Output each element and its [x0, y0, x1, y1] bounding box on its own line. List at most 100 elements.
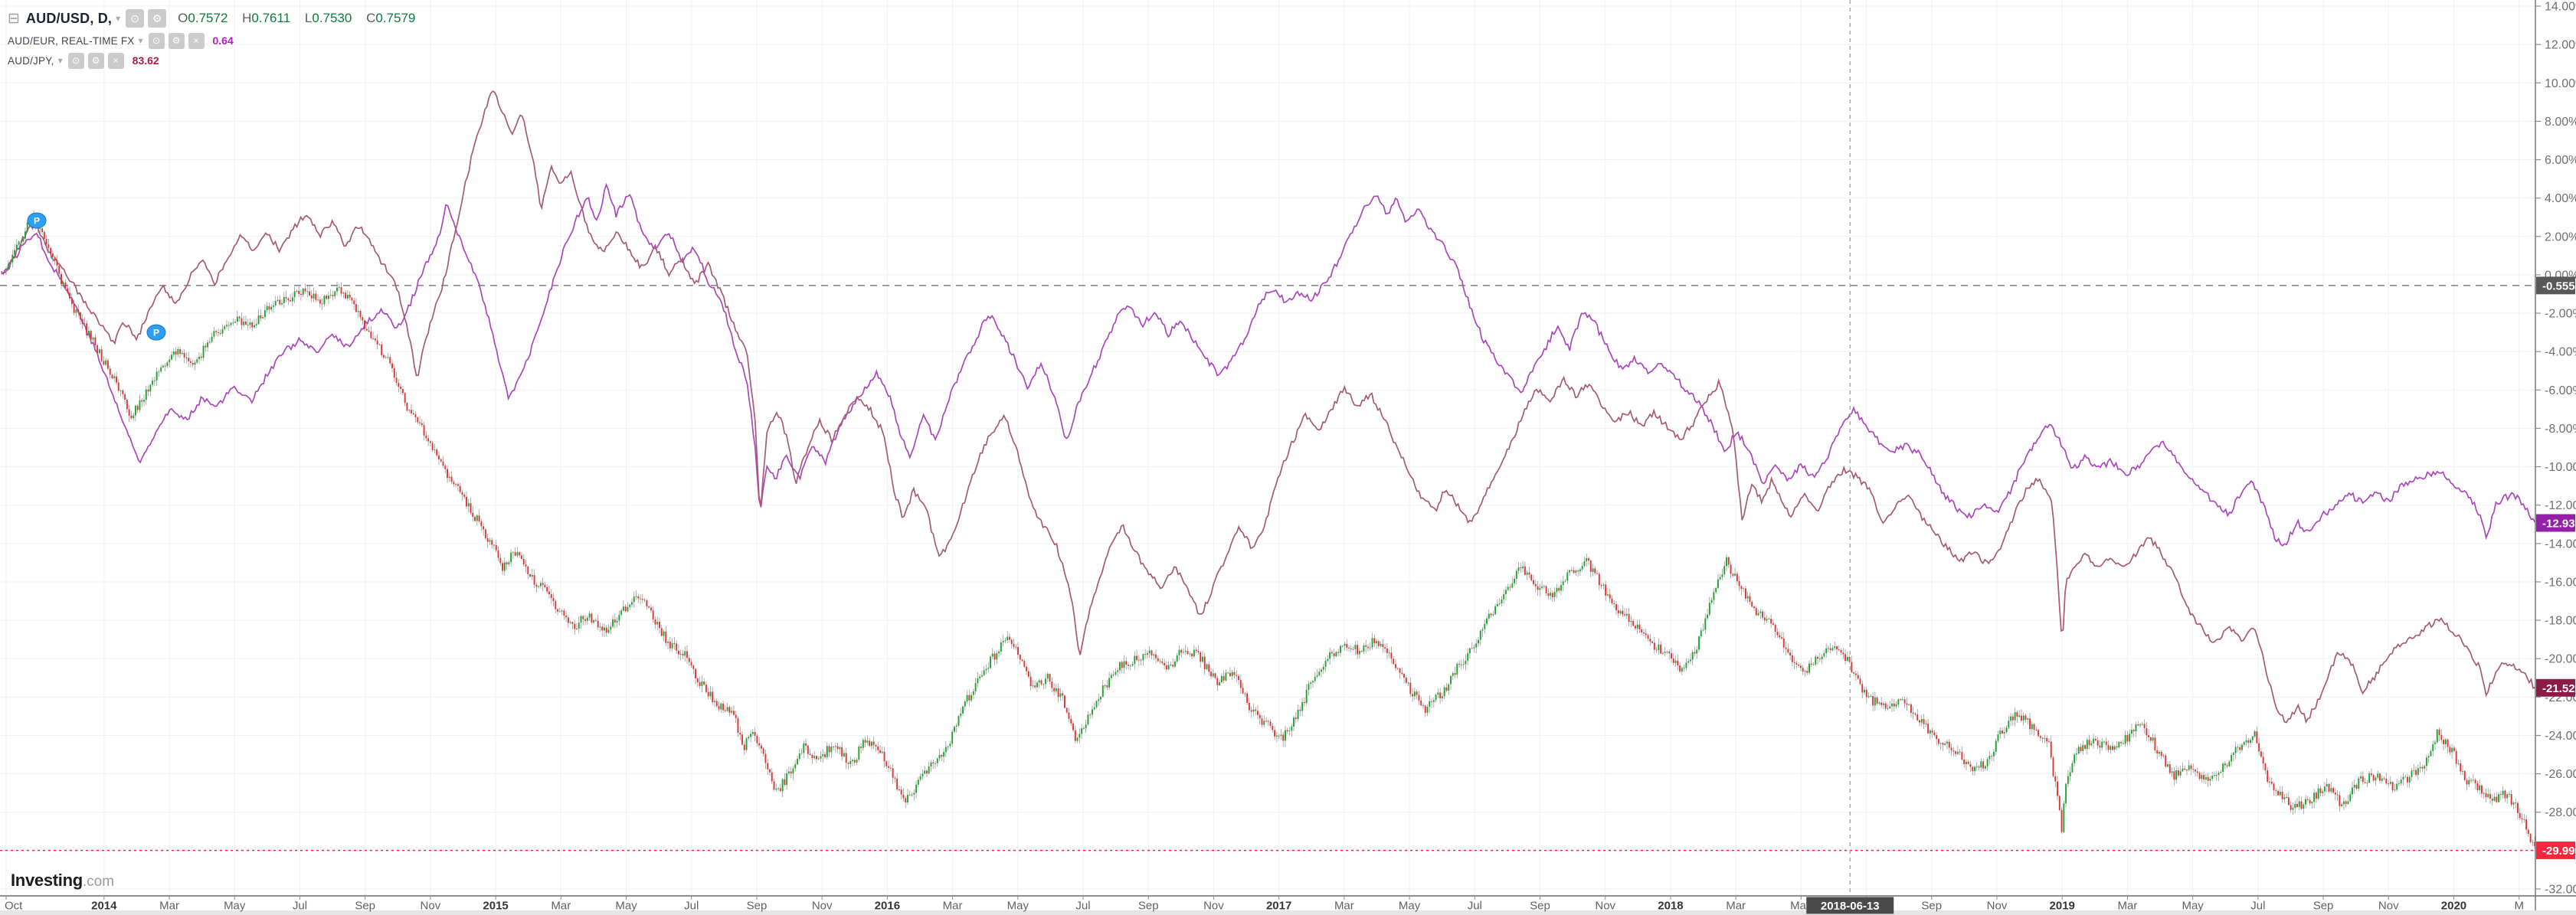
y-axis-tick-label: 8.00%	[2545, 116, 2576, 129]
series-line-aud-eur[interactable]	[0, 182, 2536, 547]
x-axis-tick-label: Mar	[1334, 900, 1354, 913]
x-axis-tick-label: 2020	[2441, 900, 2466, 913]
svg-text:-29.99%: -29.99%	[2542, 845, 2576, 858]
series-line-aud-jpy[interactable]	[1, 90, 2535, 724]
y-axis-tick-label: -26.00%	[2545, 768, 2576, 781]
compare-symbol-audjpy[interactable]: AUD/JPY,	[8, 54, 54, 67]
audeur-last-value: 0.64	[212, 34, 234, 47]
y-axis-tick-label: -6.00%	[2545, 384, 2576, 397]
compare-symbol-audeur[interactable]: AUD/EUR, REAL-TIME FX	[8, 34, 135, 47]
x-axis-tick-label: Mar	[2117, 900, 2137, 913]
series-candles-aud-usd[interactable]	[5, 210, 2536, 849]
svg-text:2018-06-13: 2018-06-13	[1821, 900, 1880, 913]
y-axis-tick-label: -20.00%	[2545, 653, 2576, 666]
x-axis-tick-label: 2019	[2050, 900, 2075, 913]
x-axis-tick-label: Jul	[1468, 900, 1482, 913]
compare-series	[0, 90, 2536, 724]
y-axis-tick-label: -10.00%	[2545, 461, 2576, 474]
x-axis-tick-label: Sep	[1530, 900, 1550, 913]
legend-row-audjpy: AUD/JPY, ▾ ⊙ ⚙ × 83.62	[8, 51, 426, 70]
x-axis-tick-label: Mar	[943, 900, 963, 913]
x-axis-tick-label: Sep	[1138, 900, 1159, 913]
y-axis-tick-label: -2.00%	[2545, 308, 2576, 321]
y-axis-tick-label: -14.00%	[2545, 538, 2576, 551]
x-axis-tick-label: Nov	[421, 900, 441, 913]
y-axis-tick-label: 6.00%	[2545, 154, 2576, 167]
legend: ⊟ AUD/USD, D, ▾ ⊙ ⚙ O0.7572 H0.7611 L0.7…	[8, 6, 426, 70]
low-label: L	[304, 11, 313, 25]
symbol-title[interactable]: AUD/USD, D,	[25, 10, 113, 26]
x-axis-tick-label: Nov	[812, 900, 833, 913]
legend-row-audusd: ⊟ AUD/USD, D, ▾ ⊙ ⚙ O0.7572 H0.7611 L0.7…	[8, 6, 426, 31]
y-axis-ticks: 14.00%12.00%10.00%8.00%6.00%4.00%2.00%0.…	[2535, 1, 2576, 897]
y-axis-tick-label: 2.00%	[2545, 230, 2576, 243]
svg-text:-21.52%: -21.52%	[2542, 682, 2576, 695]
investing-com-logo: Investing.com	[11, 872, 114, 891]
x-axis-tick-label: Nov	[1595, 900, 1615, 913]
svg-text:P: P	[153, 328, 159, 338]
y-axis-tick-label: 12.00%	[2545, 39, 2576, 52]
collapse-legend-icon[interactable]: ⊟	[8, 10, 20, 27]
x-axis-tick-label: 2016	[875, 900, 900, 913]
audeur-last-label: -12.93%	[2536, 514, 2576, 532]
x-axis-tick-label: May	[2182, 900, 2204, 913]
y-axis-tick-label: -32.00%	[2545, 884, 2576, 897]
audusd-baseline-label: -0.5554	[2536, 276, 2576, 295]
chevron-down-icon[interactable]: ▾	[138, 35, 143, 46]
y-axis-area[interactable]	[2536, 0, 2576, 915]
x-axis-tick-label: Sep	[1921, 900, 1942, 913]
x-axis-tick-label: 2018	[1658, 900, 1683, 913]
y-axis-tick-label: -12.00%	[2545, 499, 2576, 512]
hide-series-button[interactable]: ⊙	[148, 32, 165, 49]
audjpy-last-label: -21.52%	[2536, 678, 2576, 697]
position-marker[interactable]: P	[27, 212, 47, 229]
x-axis-tick-label: Nov	[1203, 900, 1224, 913]
y-axis-tick-label: 14.00%	[2545, 1, 2576, 14]
x-axis-tick-label: Jul	[293, 900, 307, 913]
x-axis-tick-label: M	[2514, 900, 2524, 913]
chevron-down-icon[interactable]: ▾	[116, 13, 121, 24]
hide-series-button[interactable]: ⊙	[67, 52, 84, 69]
x-axis-tick-label: Mar	[159, 900, 179, 913]
x-axis-tick-label: Sep	[2313, 900, 2334, 913]
svg-text:-12.93%: -12.93%	[2542, 518, 2576, 531]
y-axis-tick-label: -8.00%	[2545, 423, 2576, 436]
remove-series-button[interactable]: ×	[107, 52, 124, 69]
low-value: 0.7530	[312, 11, 352, 25]
x-axis-tick-label: Jul	[2250, 900, 2265, 913]
x-axis-tick-label: Jul	[684, 900, 699, 913]
open-label: O	[178, 11, 188, 25]
x-axis-tick-label: Nov	[1987, 900, 2008, 913]
x-axis-tick-label: 2017	[1266, 900, 1291, 913]
chevron-down-icon[interactable]: ▾	[57, 55, 63, 66]
x-axis-tick-label: 2015	[483, 900, 508, 913]
svg-text:P: P	[34, 215, 40, 226]
high-value: 0.7611	[251, 11, 291, 25]
x-axis-tick-label: Sep	[747, 900, 768, 913]
open-value: 0.7572	[188, 11, 228, 25]
x-axis-tick-label: Jul	[1075, 900, 1090, 913]
logo-suffix-text: .com	[82, 874, 115, 890]
x-axis-tick-label: Sep	[355, 900, 375, 913]
x-axis-tick-label: May	[615, 900, 637, 913]
y-axis-tick-label: -18.00%	[2545, 615, 2576, 628]
ohlc-readout: O0.7572 H0.7611 L0.7530 C0.7579	[178, 11, 426, 26]
high-label: H	[242, 11, 252, 25]
hide-series-button[interactable]: ⊙	[126, 9, 145, 28]
y-axis-tick-label: -28.00%	[2545, 806, 2576, 819]
y-axis-tick-label: 10.00%	[2545, 77, 2576, 90]
series-settings-button[interactable]: ⚙	[87, 52, 104, 69]
y-axis-tick-label: 4.00%	[2545, 192, 2576, 205]
close-value: 0.7579	[375, 11, 416, 25]
series-settings-button[interactable]: ⚙	[148, 9, 167, 28]
svg-text:-0.5554: -0.5554	[2542, 279, 2576, 292]
position-marker[interactable]: P	[146, 324, 166, 341]
x-axis-tick-label: Nov	[2378, 900, 2399, 913]
y-axis-tick-label: -16.00%	[2545, 576, 2576, 589]
bottom-strip	[0, 910, 2576, 915]
crosshair-date-label: 2018-06-13	[1806, 897, 1894, 914]
audusd-last-label: -29.99%	[2536, 841, 2576, 860]
series-settings-button[interactable]: ⚙	[168, 32, 185, 49]
remove-series-button[interactable]: ×	[188, 32, 205, 49]
